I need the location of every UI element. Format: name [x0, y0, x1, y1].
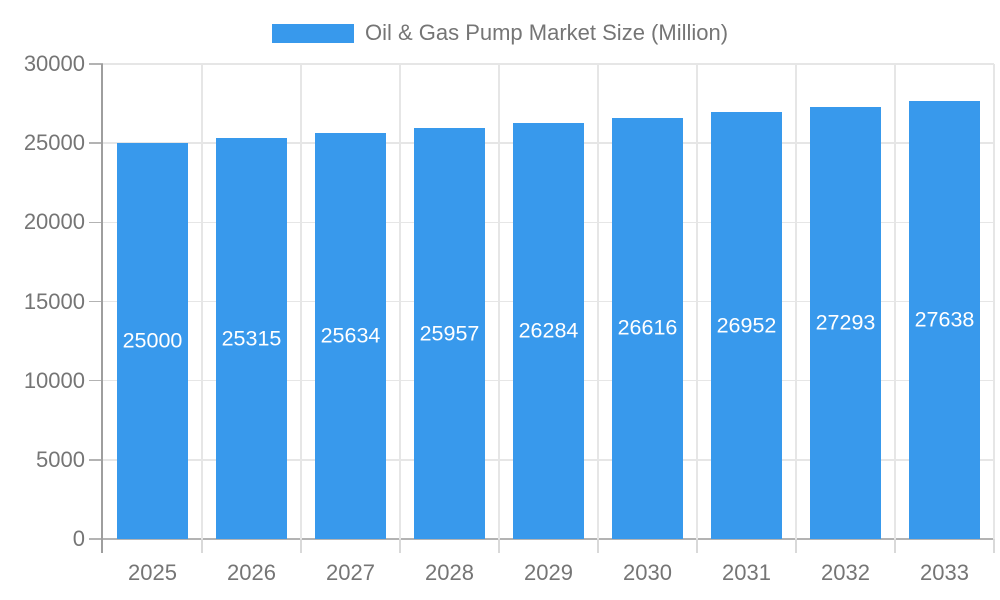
- gridline-vertical: [993, 64, 995, 539]
- x-tick-label: 2029: [524, 560, 573, 585]
- bar-value-label: 25000: [122, 328, 183, 353]
- x-axis-tick: [399, 539, 401, 553]
- gridline-horizontal: [103, 63, 994, 65]
- y-axis-line: [101, 64, 103, 553]
- bar[interactable]: 27638: [909, 101, 980, 539]
- y-tick-label: 15000: [23, 288, 85, 314]
- plot-area: 25000 25315 25634 25957 26284 26616 26952 27293…: [103, 63, 995, 540]
- y-axis-tick: [89, 459, 103, 461]
- y-axis-tick: [89, 300, 103, 303]
- y-tick-label: 25000: [23, 130, 85, 156]
- bar[interactable]: 26284: [513, 122, 584, 539]
- gridline-vertical: [696, 64, 698, 539]
- bar-value-label: 27638: [914, 307, 975, 332]
- bar[interactable]: 25000: [117, 143, 188, 539]
- gridline-vertical: [201, 64, 203, 539]
- x-tick-label: 2028: [425, 560, 474, 585]
- y-axis-tick: [89, 538, 103, 540]
- bar-value-label: 27293: [815, 310, 876, 335]
- y-tick-label: 10000: [23, 367, 85, 393]
- legend-swatch: [271, 23, 354, 43]
- x-axis-tick: [993, 539, 995, 553]
- y-tick-label: 20000: [23, 209, 85, 235]
- x-axis-tick: [894, 539, 896, 553]
- x-axis-tick: [498, 539, 500, 553]
- x-axis-tick: [597, 539, 599, 553]
- bar-value-label: 26616: [617, 315, 678, 340]
- bar[interactable]: 26952: [711, 112, 782, 539]
- gridline-vertical: [399, 64, 401, 539]
- bar[interactable]: 25957: [414, 128, 485, 539]
- y-axis-tick: [89, 379, 103, 382]
- bar-value-label: 26284: [518, 318, 579, 343]
- gridline-vertical: [498, 64, 500, 539]
- x-tick-label: 2025: [128, 560, 177, 585]
- x-tick-label: 2031: [722, 560, 771, 585]
- bar-value-label: 25957: [419, 321, 480, 345]
- legend-label: Oil & Gas Pump Market Size (Million): [364, 20, 729, 45]
- x-tick-label: 2032: [821, 560, 870, 585]
- y-axis-tick: [89, 221, 103, 224]
- x-tick-label: 2027: [326, 560, 375, 585]
- legend[interactable]: Oil & Gas Pump Market Size (Million): [0, 20, 1000, 46]
- x-axis-line: [103, 538, 994, 540]
- gridline-vertical: [597, 64, 599, 539]
- y-axis-tick: [89, 63, 103, 65]
- bar[interactable]: 27293: [810, 106, 881, 539]
- gridline-vertical: [894, 64, 896, 539]
- y-tick-label: 30000: [23, 51, 85, 76]
- bar-value-label: 25634: [320, 323, 381, 348]
- bar[interactable]: 25634: [315, 133, 386, 539]
- bar[interactable]: 25315: [216, 138, 287, 539]
- x-tick-label: 2033: [920, 560, 969, 585]
- x-tick-label: 2026: [227, 560, 276, 585]
- x-axis-tick: [300, 539, 302, 553]
- gridline-vertical: [300, 64, 302, 539]
- bar-value-label: 25315: [221, 326, 282, 351]
- gridline-vertical: [795, 64, 797, 539]
- x-tick-label: 2030: [623, 560, 672, 585]
- x-axis-tick: [696, 539, 698, 553]
- y-tick-label: 5000: [36, 446, 85, 472]
- y-tick-label: 0: [72, 526, 85, 551]
- x-axis-tick: [201, 539, 203, 553]
- y-axis-tick: [89, 142, 103, 144]
- bar-value-label: 26952: [716, 313, 777, 338]
- x-axis-tick: [795, 539, 797, 553]
- bar[interactable]: 26616: [612, 117, 683, 539]
